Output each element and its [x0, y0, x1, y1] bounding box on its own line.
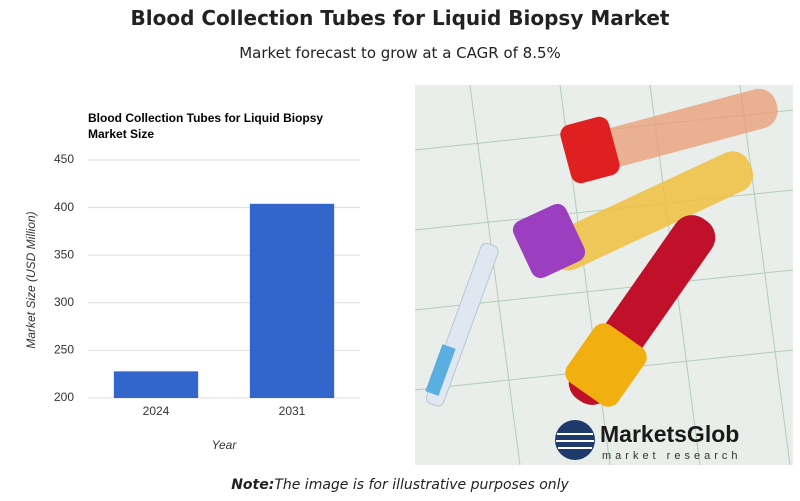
- logo-name: MarketsGlob: [600, 421, 739, 447]
- y-tick-label: 450: [54, 152, 74, 166]
- title: Blood Collection Tubes for Liquid Biopsy…: [130, 6, 670, 30]
- logo-tagline: market research: [602, 450, 741, 462]
- y-axis-label: Market Size (USD Million): [24, 211, 38, 348]
- photo: MarketsGlob market research: [414, 84, 794, 466]
- note-label: Note:: [231, 477, 275, 493]
- x-axis-label: Year: [212, 438, 238, 452]
- note: Note:The image is for illustrative purpo…: [0, 477, 800, 493]
- x-tick-label: 2031: [279, 404, 306, 418]
- bar: [113, 371, 199, 398]
- bar: [249, 203, 335, 398]
- note-text: The image is for illustrative purposes o…: [274, 477, 569, 493]
- y-tick-label: 300: [54, 295, 74, 309]
- x-tick-label: 2024: [143, 404, 170, 418]
- y-tick-label: 350: [54, 247, 74, 261]
- subtitle: Market forecast to grow at a CAGR of 8.5…: [239, 44, 561, 62]
- chart-title: Blood Collection Tubes for Liquid Biopsy…: [88, 111, 324, 141]
- y-tick-label: 250: [54, 343, 74, 357]
- y-tick-label: 400: [54, 200, 74, 214]
- y-tick-label: 200: [54, 390, 74, 404]
